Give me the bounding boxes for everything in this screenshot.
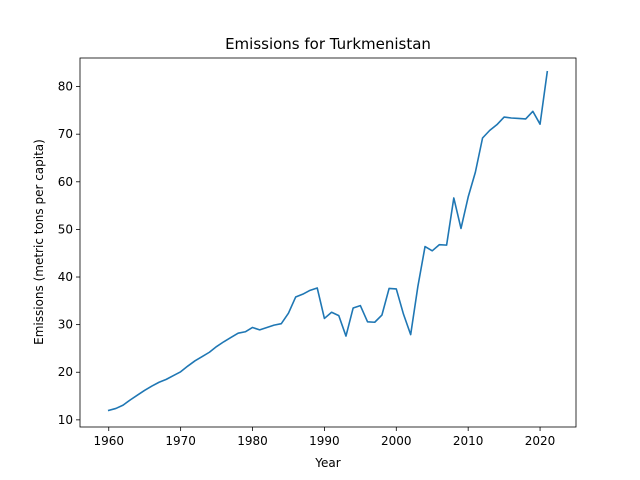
y-tick-label-60: 60 xyxy=(58,175,73,189)
y-tick-label-40: 40 xyxy=(58,270,73,284)
y-axis: 10 20 30 40 50 60 70 80 xyxy=(58,80,80,427)
x-tick-label-1980: 1980 xyxy=(237,434,268,448)
y-tick-label-50: 50 xyxy=(58,222,73,236)
x-axis-label: Year xyxy=(314,456,340,470)
chart-title: Emissions for Turkmenistan xyxy=(225,35,431,53)
x-tick-label-2020: 2020 xyxy=(525,434,556,448)
y-axis-label: Emissions (metric tons per capita) xyxy=(32,139,46,345)
x-tick-label-1970: 1970 xyxy=(165,434,196,448)
series-line-0 xyxy=(107,70,549,412)
x-tick-label-2000: 2000 xyxy=(381,434,412,448)
x-tick-label-1990: 1990 xyxy=(309,434,340,448)
y-tick-label-70: 70 xyxy=(58,127,73,141)
x-axis: 1960 1970 1980 1990 2000 2010 2020 xyxy=(93,427,555,448)
y-tick-label-80: 80 xyxy=(58,80,73,94)
y-tick-label-20: 20 xyxy=(58,365,73,379)
axes-frame xyxy=(79,57,577,428)
x-tick-label-1960: 1960 xyxy=(93,434,124,448)
y-tick-label-30: 30 xyxy=(58,318,73,332)
plot-area xyxy=(79,57,577,428)
x-tick-label-2010: 2010 xyxy=(453,434,484,448)
y-tick-label-10: 10 xyxy=(58,413,73,427)
